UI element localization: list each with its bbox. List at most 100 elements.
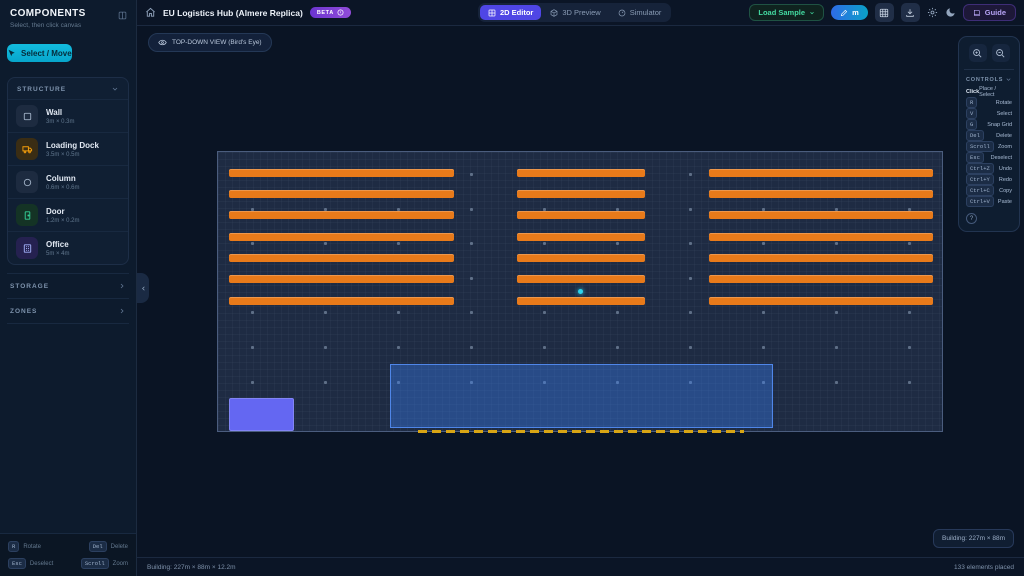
column-marker[interactable] bbox=[397, 242, 400, 246]
loading-dock-line[interactable] bbox=[418, 430, 744, 433]
home-icon[interactable] bbox=[145, 7, 156, 18]
column-marker[interactable] bbox=[324, 346, 327, 349]
storage-rack[interactable] bbox=[229, 190, 454, 198]
column-marker[interactable] bbox=[324, 207, 327, 211]
storage-rack[interactable] bbox=[517, 211, 645, 219]
column-marker[interactable] bbox=[543, 311, 546, 315]
column-marker[interactable] bbox=[324, 242, 327, 246]
column-marker[interactable] bbox=[689, 207, 692, 211]
column-marker[interactable] bbox=[543, 380, 546, 384]
column-marker[interactable] bbox=[616, 346, 619, 349]
storage-rack[interactable] bbox=[709, 211, 933, 219]
office-block[interactable] bbox=[229, 398, 294, 431]
storage-rack[interactable] bbox=[709, 275, 933, 283]
storage-rack[interactable] bbox=[229, 297, 454, 305]
column-marker[interactable] bbox=[689, 276, 692, 280]
storage-rack[interactable] bbox=[517, 297, 645, 305]
column-marker[interactable] bbox=[908, 311, 911, 315]
tab-simulator[interactable]: Simulator bbox=[610, 5, 670, 20]
column-marker[interactable] bbox=[470, 380, 473, 384]
storage-rack[interactable] bbox=[517, 275, 645, 283]
structure-header[interactable]: STRUCTURE bbox=[8, 78, 128, 99]
component-item-loading-dock[interactable]: Loading Dock 3.5m × 0.5m bbox=[8, 132, 128, 165]
guide-button[interactable]: Guide bbox=[962, 4, 1016, 21]
controls-header[interactable]: CONTROLS bbox=[966, 76, 1012, 83]
column-marker[interactable] bbox=[251, 311, 254, 315]
settings-button[interactable] bbox=[927, 7, 938, 18]
column-marker[interactable] bbox=[689, 380, 692, 384]
component-item-door[interactable]: Door 1.2m × 0.2m bbox=[8, 198, 128, 231]
component-item-office[interactable]: Office 5m × 4m bbox=[8, 231, 128, 264]
theme-toggle-button[interactable] bbox=[945, 7, 956, 18]
zoom-in-button[interactable] bbox=[968, 44, 987, 62]
column-marker[interactable] bbox=[470, 346, 473, 349]
column-marker[interactable] bbox=[470, 242, 473, 246]
column-marker[interactable] bbox=[616, 380, 619, 384]
column-marker[interactable] bbox=[689, 346, 692, 349]
sidebar-section-zones[interactable]: ZONES bbox=[7, 299, 129, 324]
column-marker[interactable] bbox=[251, 346, 254, 349]
column-marker[interactable] bbox=[470, 311, 473, 315]
column-marker[interactable] bbox=[251, 380, 254, 384]
column-marker[interactable] bbox=[908, 242, 911, 246]
storage-rack[interactable] bbox=[229, 254, 454, 262]
storage-rack[interactable] bbox=[229, 233, 454, 241]
column-marker[interactable] bbox=[908, 346, 911, 349]
column-marker[interactable] bbox=[397, 207, 400, 211]
storage-rack[interactable] bbox=[709, 297, 933, 305]
column-marker[interactable] bbox=[689, 173, 692, 176]
zoom-out-button[interactable] bbox=[991, 44, 1010, 62]
storage-rack[interactable] bbox=[709, 254, 933, 262]
measure-grid-button[interactable] bbox=[874, 3, 894, 22]
component-item-wall[interactable]: Wall 3m × 0.3m bbox=[8, 99, 128, 132]
tab-2d-editor[interactable]: 2D Editor bbox=[480, 5, 542, 20]
help-button[interactable]: ? bbox=[966, 213, 977, 224]
storage-rack[interactable] bbox=[517, 254, 645, 262]
column-marker[interactable] bbox=[908, 380, 911, 384]
panel-toggle-icon[interactable] bbox=[118, 11, 127, 20]
column-marker[interactable] bbox=[908, 207, 911, 211]
column-marker[interactable] bbox=[762, 380, 765, 384]
column-marker[interactable] bbox=[324, 380, 327, 384]
column-marker[interactable] bbox=[616, 311, 619, 315]
export-button[interactable] bbox=[900, 3, 920, 22]
column-marker[interactable] bbox=[762, 242, 765, 246]
column-marker[interactable] bbox=[835, 346, 838, 349]
load-sample-button[interactable]: Load Sample bbox=[749, 4, 825, 21]
column-marker[interactable] bbox=[251, 207, 254, 211]
column-marker[interactable] bbox=[835, 207, 838, 211]
storage-rack[interactable] bbox=[517, 233, 645, 241]
column-marker[interactable] bbox=[762, 346, 765, 349]
column-marker[interactable] bbox=[543, 346, 546, 349]
column-marker[interactable] bbox=[616, 242, 619, 246]
column-marker[interactable] bbox=[835, 380, 838, 384]
column-marker[interactable] bbox=[470, 276, 473, 280]
column-marker[interactable] bbox=[616, 207, 619, 211]
column-marker[interactable] bbox=[470, 173, 473, 176]
select-move-button[interactable]: Select / Move bbox=[7, 44, 72, 62]
column-marker[interactable] bbox=[543, 207, 546, 211]
column-marker[interactable] bbox=[251, 242, 254, 246]
storage-rack[interactable] bbox=[517, 190, 645, 198]
building-floor[interactable] bbox=[217, 151, 943, 433]
column-marker[interactable] bbox=[762, 311, 765, 315]
column-marker[interactable] bbox=[835, 311, 838, 315]
column-marker[interactable] bbox=[543, 242, 546, 246]
sidebar-section-storage[interactable]: STORAGE bbox=[7, 273, 129, 299]
editor-canvas[interactable]: TOP-DOWN VIEW (Bird's Eye) Building: 227… bbox=[137, 26, 1024, 557]
storage-rack[interactable] bbox=[229, 211, 454, 219]
column-marker[interactable] bbox=[397, 346, 400, 349]
column-marker[interactable] bbox=[689, 242, 692, 246]
tab-3d-preview[interactable]: 3D Preview bbox=[542, 5, 608, 20]
storage-rack[interactable] bbox=[709, 169, 933, 177]
staging-zone[interactable] bbox=[390, 364, 773, 428]
column-marker[interactable] bbox=[397, 380, 400, 384]
sidebar-collapse-handle[interactable] bbox=[137, 273, 149, 303]
column-marker[interactable] bbox=[397, 311, 400, 315]
column-marker[interactable] bbox=[324, 311, 327, 315]
storage-rack[interactable] bbox=[517, 169, 645, 177]
storage-rack[interactable] bbox=[229, 169, 454, 177]
storage-rack[interactable] bbox=[709, 190, 933, 198]
column-marker[interactable] bbox=[470, 207, 473, 211]
component-item-column[interactable]: Column 0.6m × 0.6m bbox=[8, 165, 128, 198]
